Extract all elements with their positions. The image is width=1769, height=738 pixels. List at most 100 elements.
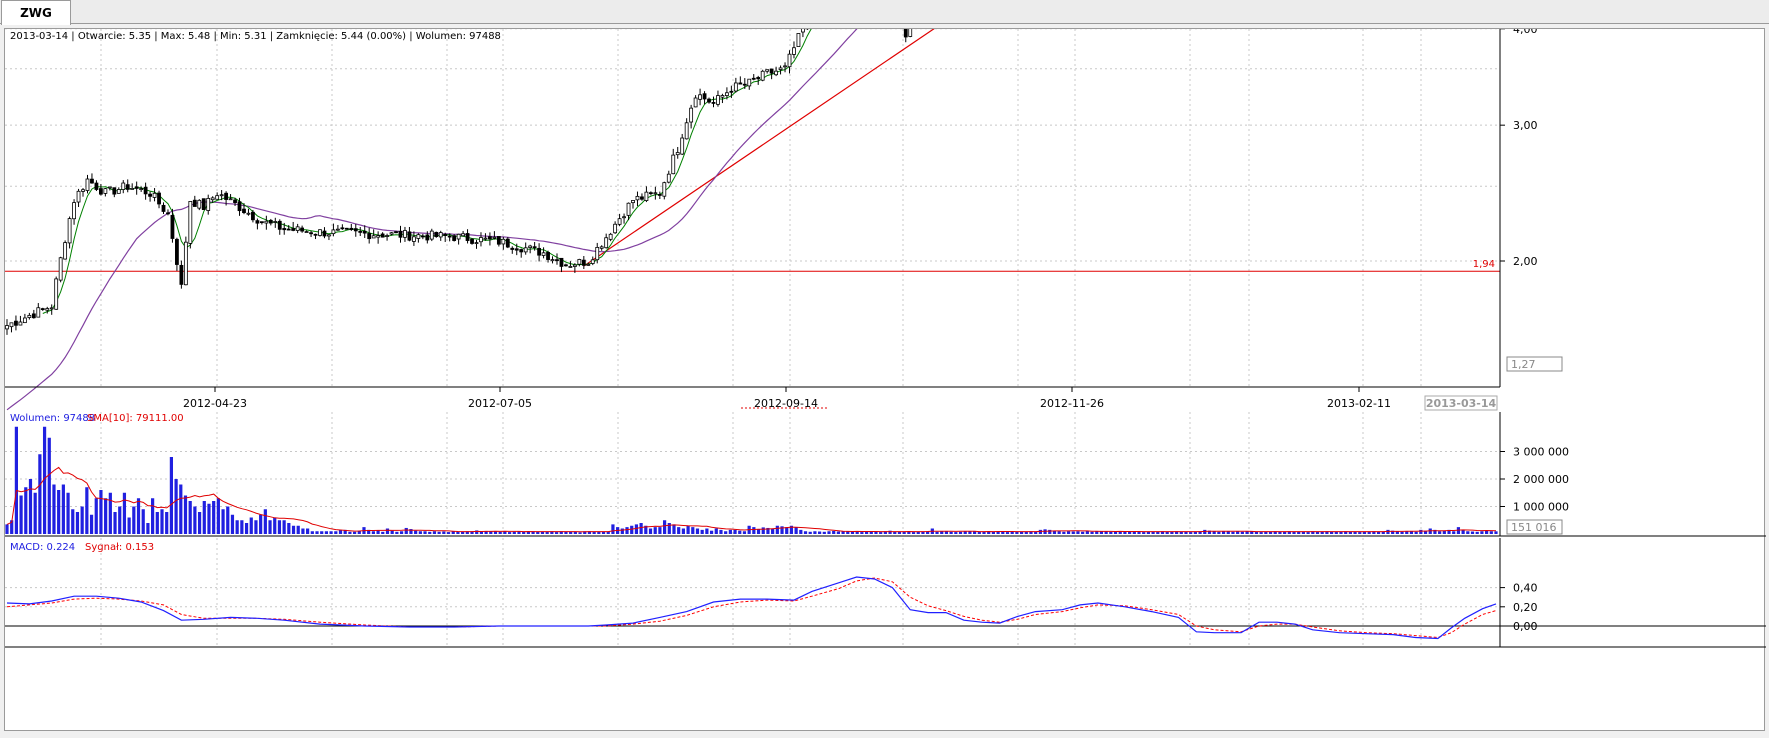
candle <box>340 227 345 230</box>
volume-bar <box>348 531 352 534</box>
volume-bar <box>127 517 131 534</box>
volume-bar <box>94 498 98 534</box>
volume-bar <box>1442 530 1446 534</box>
volume-bar <box>371 531 375 534</box>
volume-bar <box>855 531 859 534</box>
chart-svg[interactable]: 5,104,161,94 2013-03-14 | Otwarcie: 5.35… <box>5 29 1766 732</box>
candle <box>125 184 130 190</box>
volume-bar <box>414 530 418 534</box>
volume-bar <box>1193 531 1197 534</box>
volume-bar <box>1029 531 1033 534</box>
volume-bar <box>315 531 319 534</box>
volume-bar <box>352 531 357 534</box>
candle <box>693 97 698 108</box>
candle <box>22 317 27 324</box>
price-panel[interactable]: 5,104,161,94 2013-03-14 | Otwarcie: 5.35… <box>5 29 1563 411</box>
candle <box>277 220 282 230</box>
volume-grid <box>5 412 1500 536</box>
volume-bar <box>1259 532 1263 534</box>
volume-bar <box>846 531 850 534</box>
candle <box>143 186 148 195</box>
volume-bar <box>320 531 324 534</box>
candle <box>291 228 296 231</box>
candle <box>40 308 45 310</box>
candle <box>183 241 188 286</box>
volume-panel[interactable]: Wolumen: 97488 SMA[10]: 79111.00 3 000 0… <box>5 412 1766 537</box>
volume-bar <box>432 531 437 534</box>
candle <box>152 192 157 198</box>
candle <box>622 216 626 219</box>
candle <box>188 201 193 244</box>
volume-bar <box>493 531 498 534</box>
volume-bar <box>911 532 916 534</box>
volume-bar <box>921 531 925 534</box>
volume-bars <box>5 426 1498 534</box>
volume-bar <box>517 531 521 534</box>
volume-bar <box>395 531 399 534</box>
candle <box>653 192 658 195</box>
candle <box>716 95 720 105</box>
volume-current-label: 151 016 <box>1511 521 1557 534</box>
volume-bar <box>1066 531 1071 534</box>
volume-bar <box>1409 531 1414 534</box>
volume-bar <box>61 484 65 534</box>
volume-bar <box>19 495 23 534</box>
volume-bar <box>28 479 33 534</box>
volume-bar <box>1207 530 1212 534</box>
volume-bar <box>803 531 808 534</box>
volume-bar <box>564 531 568 534</box>
volume-bar <box>719 529 723 534</box>
volume-ticks: 3 000 000 2 000 000 1 000 000 <box>1500 446 1569 514</box>
volume-title: Wolumen: 97488 <box>10 413 95 424</box>
trend-line-1[interactable] <box>583 29 964 267</box>
volume-bar <box>559 531 563 534</box>
volume-bar <box>132 506 136 534</box>
volume-bar <box>381 531 385 534</box>
chart-area[interactable]: 5,104,161,94 2013-03-14 | Otwarcie: 5.35… <box>4 28 1766 732</box>
volume-bar <box>1362 531 1367 534</box>
volume-bar <box>601 531 606 534</box>
volume-bar <box>808 531 812 534</box>
volume-bar <box>160 509 164 534</box>
volume-bar <box>71 509 75 534</box>
price-current-box <box>1506 356 1563 372</box>
candle <box>5 325 9 330</box>
candle <box>510 247 515 250</box>
volume-bar <box>634 524 639 534</box>
candle <box>608 233 613 240</box>
candle <box>662 182 667 197</box>
volume-panel-bg <box>5 412 1500 536</box>
candle <box>796 33 801 47</box>
candle <box>729 90 734 93</box>
candle <box>259 221 264 224</box>
volume-bar <box>958 531 963 534</box>
volume-bar <box>1174 531 1179 534</box>
candle <box>474 242 479 245</box>
level-label: 1,94 <box>1473 259 1495 270</box>
candle <box>268 219 273 224</box>
macd-grid <box>5 538 1766 647</box>
volume-bar <box>1353 531 1357 534</box>
volume-bar <box>1151 531 1155 534</box>
tab-zwg[interactable]: ZWG <box>1 0 71 25</box>
candle <box>479 237 483 243</box>
volume-bar <box>151 498 155 534</box>
volume-bar <box>916 531 920 534</box>
candle <box>412 236 416 242</box>
volume-bar <box>968 531 972 534</box>
volume-bar <box>301 528 305 534</box>
price-info: 2013-03-14 | Otwarcie: 5.35 | Max: 5.48 … <box>10 31 501 42</box>
candle <box>488 236 492 240</box>
candle <box>210 197 215 201</box>
volume-bar <box>1137 531 1141 534</box>
volume-bar <box>277 520 282 534</box>
volume-bar <box>470 531 474 534</box>
volume-bar <box>437 531 441 534</box>
volume-bar <box>1433 529 1437 534</box>
candle <box>751 77 756 80</box>
volume-bar <box>456 531 460 534</box>
candle <box>246 212 251 215</box>
macd-tick-label: 0,20 <box>1513 601 1538 614</box>
macd-panel[interactable]: MACD: 0.224 Sygnał: 0.153 0,40 0,20 0,00 <box>5 538 1766 648</box>
volume-bar <box>1095 531 1099 534</box>
